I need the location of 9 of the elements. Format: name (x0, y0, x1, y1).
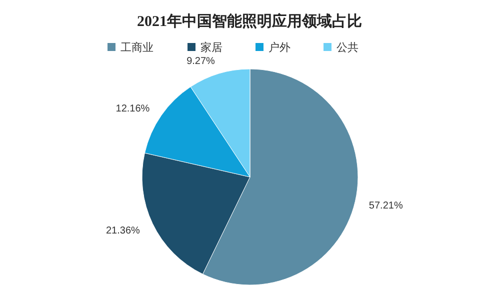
data-label: 9.27% (186, 56, 216, 68)
legend-label: 工商业 (120, 41, 154, 54)
legend-label: 户外 (268, 41, 290, 54)
data-label: 21.36% (106, 226, 140, 237)
data-label: 12.16% (116, 103, 150, 114)
legend-label: 公共 (336, 41, 358, 54)
legend-label: 家居 (200, 41, 222, 54)
chart-title: 2021年中国智能照明应用领域占比 (137, 12, 362, 30)
data-label: 57.21% (368, 200, 403, 212)
